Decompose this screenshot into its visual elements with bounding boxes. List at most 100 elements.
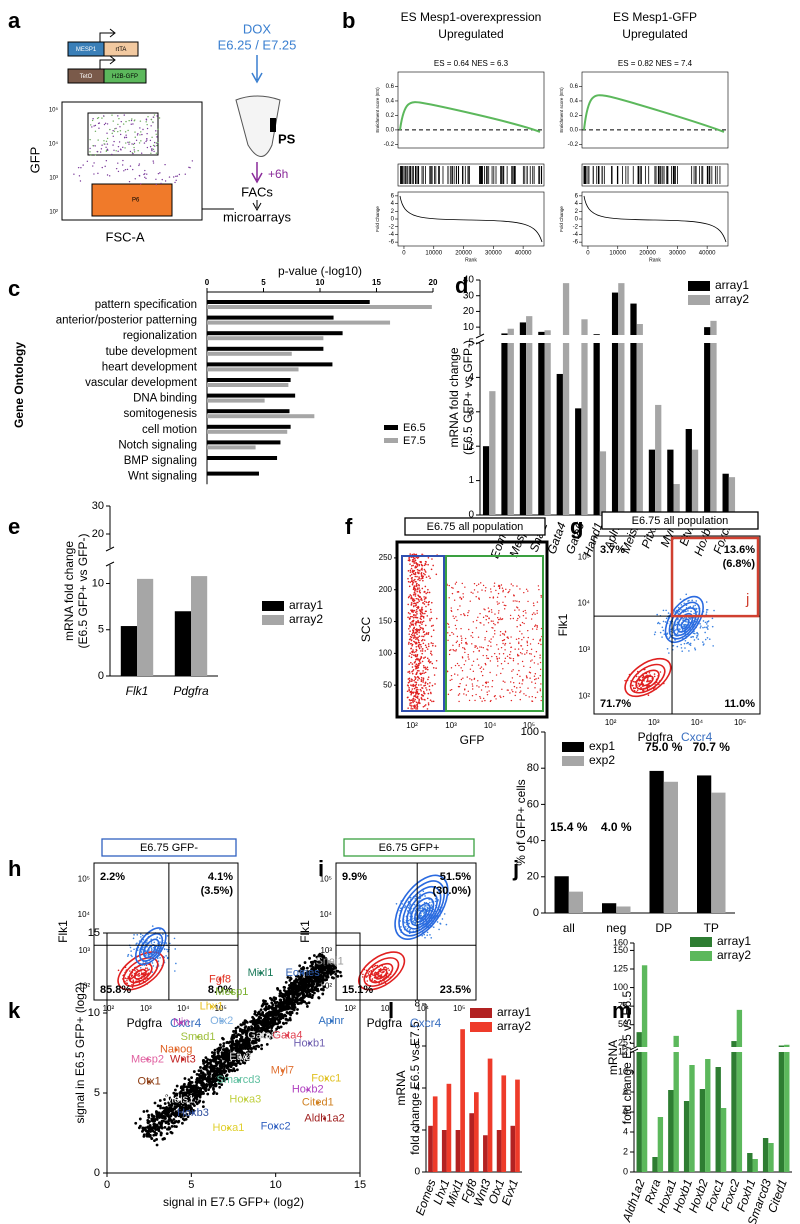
event-dot — [424, 570, 426, 572]
y-tick-label: 10² — [49, 210, 58, 216]
event-dot — [175, 962, 177, 965]
event-dot — [421, 934, 424, 937]
event-dot — [150, 947, 153, 950]
bar — [581, 343, 588, 515]
bar — [207, 424, 291, 429]
event-dot — [525, 675, 528, 677]
event-dot — [409, 652, 411, 654]
event-dot — [704, 631, 706, 634]
event-dot — [431, 558, 433, 560]
event-dot — [409, 699, 412, 702]
event-dot — [157, 128, 159, 131]
event-dot — [381, 971, 383, 973]
event-dot — [424, 573, 426, 576]
event-dot — [707, 628, 709, 630]
gate-label: j — [745, 591, 749, 608]
event-dot — [128, 141, 131, 143]
title-box — [404, 517, 546, 536]
event-dot — [509, 618, 512, 620]
x-tick-label: 10⁴ — [691, 718, 704, 727]
event-dot — [419, 628, 421, 631]
event-dot — [512, 617, 515, 620]
y-tick-label: 150 — [379, 617, 393, 626]
bar — [460, 1029, 465, 1172]
quadrant-percent: 85.8% — [100, 984, 131, 996]
event-dot — [502, 589, 504, 592]
event-dot — [491, 611, 493, 613]
event-dot — [410, 633, 413, 636]
event-dot — [417, 578, 419, 581]
time-label: +6h — [268, 167, 288, 181]
event-dot — [458, 664, 460, 667]
event-dot — [425, 601, 428, 603]
event-dot — [704, 621, 707, 624]
event-dot — [156, 136, 158, 138]
event-dot — [454, 583, 457, 585]
event-dot — [479, 667, 481, 670]
cloud-dot — [257, 1037, 261, 1041]
bar — [630, 343, 637, 515]
event-dot — [108, 175, 111, 177]
event-dot — [526, 640, 528, 642]
event-dot — [500, 646, 503, 649]
event-dot — [424, 895, 426, 897]
event-dot — [409, 613, 411, 615]
event-dot — [540, 643, 542, 646]
event-dot — [517, 617, 519, 620]
event-dot — [415, 677, 417, 679]
event-dot — [430, 904, 433, 906]
event-dot — [408, 905, 411, 907]
y-tick-label: 10⁴ — [78, 910, 91, 919]
treatment: DOX — [243, 21, 272, 36]
event-dot — [413, 695, 415, 697]
event-dot — [512, 669, 514, 671]
event-dot — [632, 680, 635, 683]
event-dot — [138, 174, 141, 177]
event-dot — [408, 617, 411, 619]
event-dot — [504, 644, 506, 646]
bar — [489, 391, 496, 515]
panel-letter: h — [8, 856, 21, 881]
event-dot — [131, 986, 134, 989]
event-dot — [427, 909, 430, 912]
event-dot — [539, 654, 541, 656]
event-dot — [534, 673, 537, 675]
event-dot — [117, 162, 119, 164]
event-dot — [464, 688, 466, 690]
event-dot — [712, 645, 714, 647]
event-dot — [412, 685, 415, 688]
cloud-dot — [193, 1104, 196, 1108]
event-dot — [372, 974, 374, 977]
event-dot — [418, 624, 421, 627]
event-dot — [408, 663, 410, 665]
event-dot — [430, 692, 432, 695]
event-dot — [526, 676, 528, 678]
event-dot — [523, 591, 525, 594]
event-dot — [417, 688, 419, 691]
event-dot — [491, 685, 493, 688]
event-dot — [89, 151, 91, 153]
event-dot — [519, 588, 521, 590]
event-dot — [696, 634, 699, 637]
event-dot — [499, 695, 501, 697]
event-dot — [153, 941, 156, 944]
event-dot — [418, 904, 421, 906]
event-dot — [659, 631, 662, 634]
event-dot — [425, 592, 428, 595]
bar — [120, 626, 137, 676]
event-dot — [488, 610, 490, 613]
event-dot — [423, 603, 426, 605]
event-dot — [687, 610, 689, 612]
event-dot — [489, 671, 491, 674]
y-tick-label: -4 — [389, 232, 395, 238]
event-dot — [411, 685, 414, 687]
quadrant-percent: 71.7% — [600, 698, 631, 710]
bar — [526, 343, 533, 515]
y-axis-label: mRNA fold change — [62, 541, 76, 641]
event-dot — [428, 685, 431, 687]
event-dot — [662, 620, 665, 623]
event-dot — [482, 584, 485, 587]
y-tick-label: 160 — [613, 937, 628, 947]
event-dot — [501, 633, 504, 635]
event-dot — [700, 625, 702, 627]
